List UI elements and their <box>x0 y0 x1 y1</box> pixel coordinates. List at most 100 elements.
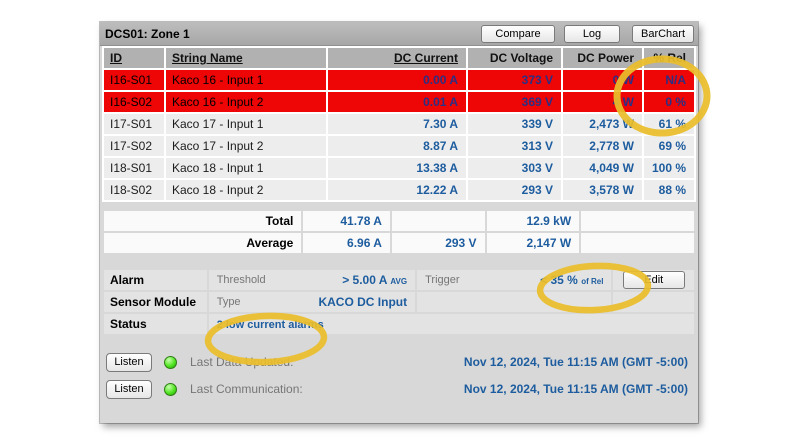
column-header-string-name[interactable]: String Name <box>166 48 326 68</box>
cell-string-name: Kaco 18 - Input 1 <box>166 158 326 178</box>
cell-id: I16-S01 <box>104 70 164 90</box>
table-row: I18-S02 Kaco 18 - Input 2 12.22 A 293 V … <box>104 180 694 200</box>
status-label: Status <box>104 314 207 334</box>
status-alarms-link[interactable]: 2 low current alarms <box>216 319 324 331</box>
total-blank-cell <box>581 211 694 231</box>
sensor-type-cell: Type KACO DC Input <box>208 292 416 312</box>
listen-button[interactable]: Listen <box>106 379 152 399</box>
cell-pct-rel: 88 % <box>644 180 694 200</box>
total-dc-voltage <box>391 211 485 231</box>
cell-string-name: Kaco 18 - Input 2 <box>166 180 326 200</box>
last-data-updated-label: Last Data Updated: <box>190 355 294 369</box>
column-header-id[interactable]: ID <box>104 48 164 68</box>
cell-dc-voltage: 369 V <box>468 92 561 112</box>
cell-dc-voltage: 303 V <box>468 158 561 178</box>
sensor-blank-cell <box>417 292 612 312</box>
total-label: Total <box>104 211 302 231</box>
trigger-value: < 35 % of Rel <box>540 273 604 287</box>
last-data-updated-value: Nov 12, 2024, Tue 11:15 AM (GMT -5:00) <box>463 355 688 369</box>
trigger-suffix: of Rel <box>581 277 604 286</box>
sensor-module-row: Sensor Module Type KACO DC Input <box>104 292 694 312</box>
table-row: I18-S01 Kaco 18 - Input 1 13.38 A 303 V … <box>104 158 694 178</box>
cell-pct-rel: 61 % <box>644 114 694 134</box>
alarm-row: Alarm Threshold > 5.00 A AVG Trigger < 3… <box>104 270 694 290</box>
table-row: I17-S02 Kaco 17 - Input 2 8.87 A 313 V 2… <box>104 136 694 156</box>
cell-id: I18-S02 <box>104 180 164 200</box>
alarm-label: Alarm <box>104 270 207 290</box>
column-header-dc-voltage: DC Voltage <box>468 48 561 68</box>
title-bar: DCS01: Zone 1 Compare Log BarChart <box>100 22 698 46</box>
average-label: Average <box>104 233 302 253</box>
cell-pct-rel: 100 % <box>644 158 694 178</box>
cell-pct-rel: N/A <box>644 70 694 90</box>
cell-string-name: Kaco 16 - Input 1 <box>166 70 326 90</box>
cell-string-name: Kaco 17 - Input 1 <box>166 114 326 134</box>
listen-button[interactable]: Listen <box>106 352 152 372</box>
cell-dc-voltage: 373 V <box>468 70 561 90</box>
sensor-type-label: Type <box>216 296 241 308</box>
status-led-green-icon <box>164 382 177 396</box>
settings-table: Alarm Threshold > 5.00 A AVG Trigger < 3… <box>102 268 696 336</box>
cell-dc-power: 3,578 W <box>563 180 642 200</box>
table-row: I16-S01 Kaco 16 - Input 1 0.00 A 373 V 0… <box>104 70 694 90</box>
alarm-threshold-cell: Threshold > 5.00 A AVG <box>208 270 416 290</box>
compare-button[interactable]: Compare <box>481 24 555 43</box>
cell-dc-power: 2,473 W <box>563 114 642 134</box>
table-row: I16-S02 Kaco 16 - Input 2 0.01 A 369 V 4… <box>104 92 694 112</box>
cell-dc-power: 4,049 W <box>563 158 642 178</box>
last-communication-row: Listen Last Communication: Nov 12, 2024,… <box>106 378 692 400</box>
sensor-module-label: Sensor Module <box>104 292 207 312</box>
cell-dc-power: 2,778 W <box>563 136 642 156</box>
sensor-type-value: KACO DC Input <box>318 295 408 309</box>
cell-dc-current: 13.38 A <box>328 158 466 178</box>
column-header-dc-power: DC Power <box>563 48 642 68</box>
cell-dc-current: 0.01 A <box>328 92 466 112</box>
cell-dc-voltage: 313 V <box>468 136 561 156</box>
total-dc-current: 41.78 A <box>303 211 390 231</box>
column-header-pct-rel: % Rel <box>644 48 694 68</box>
total-row: Total 41.78 A 12.9 kW <box>104 211 694 231</box>
cell-dc-current: 8.87 A <box>328 136 466 156</box>
edit-button[interactable]: Edit <box>622 271 685 289</box>
column-header-dc-current[interactable]: DC Current <box>328 48 466 68</box>
cell-pct-rel: 69 % <box>644 136 694 156</box>
last-communication-value: Nov 12, 2024, Tue 11:15 AM (GMT -5:00) <box>463 382 688 396</box>
cell-dc-voltage: 293 V <box>468 180 561 200</box>
average-row: Average 6.96 A 293 V 2,147 W <box>104 233 694 253</box>
cell-dc-current: 0.00 A <box>328 70 466 90</box>
cell-dc-current: 12.22 A <box>328 180 466 200</box>
average-dc-power: 2,147 W <box>486 233 580 253</box>
average-dc-voltage: 293 V <box>391 233 485 253</box>
total-dc-power: 12.9 kW <box>486 211 580 231</box>
page-title: DCS01: Zone 1 <box>105 26 190 41</box>
threshold-value: > 5.00 A AVG <box>342 273 408 287</box>
edit-cell: Edit <box>613 270 694 290</box>
average-blank-cell <box>581 233 694 253</box>
status-row: Status 2 low current alarms <box>104 314 694 334</box>
status-led-green-icon <box>164 355 177 369</box>
cell-string-name: Kaco 16 - Input 2 <box>166 92 326 112</box>
cell-dc-current: 7.30 A <box>328 114 466 134</box>
threshold-suffix: AVG <box>390 277 408 286</box>
cell-id: I17-S02 <box>104 136 164 156</box>
threshold-label: Threshold <box>216 274 266 286</box>
log-button[interactable]: Log <box>564 24 620 43</box>
last-data-updated-row: Listen Last Data Updated: Nov 12, 2024, … <box>106 351 692 373</box>
cell-dc-power: 4 W <box>563 92 642 112</box>
cell-id: I18-S01 <box>104 158 164 178</box>
cell-dc-voltage: 339 V <box>468 114 561 134</box>
last-communication-label: Last Communication: <box>190 382 303 396</box>
string-table-header: ID String Name DC Current DC Voltage DC … <box>104 48 694 68</box>
barchart-button[interactable]: BarChart <box>632 24 694 43</box>
average-dc-current: 6.96 A <box>303 233 390 253</box>
cell-dc-power: 0 W <box>563 70 642 90</box>
table-row: I17-S01 Kaco 17 - Input 1 7.30 A 339 V 2… <box>104 114 694 134</box>
trigger-label: Trigger <box>425 274 460 286</box>
cell-string-name: Kaco 17 - Input 2 <box>166 136 326 156</box>
alarm-trigger-cell: Trigger < 35 % of Rel <box>417 270 612 290</box>
zone-panel: DCS01: Zone 1 Compare Log BarChart ID St… <box>100 22 698 423</box>
status-value-cell: 2 low current alarms <box>208 314 694 334</box>
cell-id: I17-S01 <box>104 114 164 134</box>
sensor-blank-cell2 <box>613 292 694 312</box>
